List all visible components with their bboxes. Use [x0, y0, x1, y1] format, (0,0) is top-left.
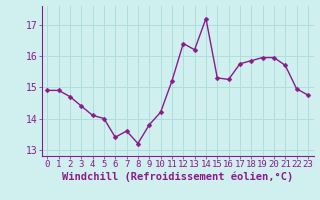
X-axis label: Windchill (Refroidissement éolien,°C): Windchill (Refroidissement éolien,°C)	[62, 172, 293, 182]
